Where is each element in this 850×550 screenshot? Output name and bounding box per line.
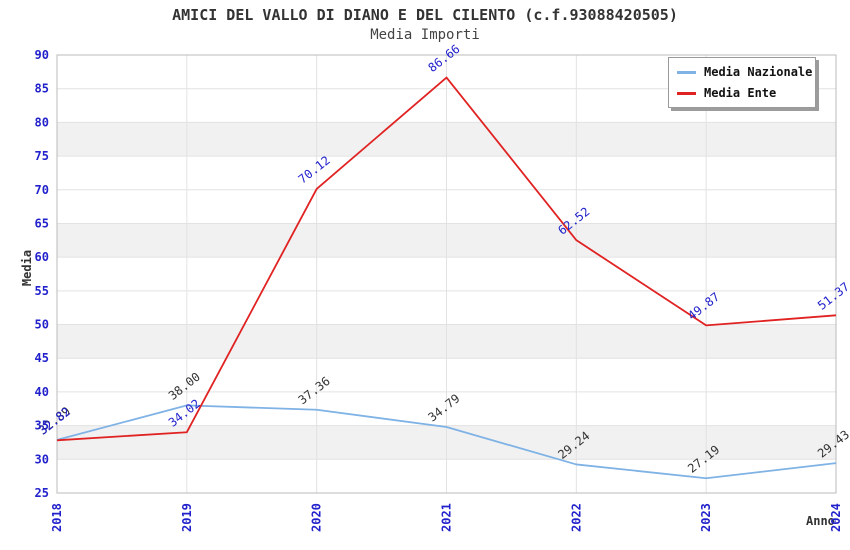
y-tick-label: 60 bbox=[35, 250, 49, 264]
point-value-label: 70.12 bbox=[296, 153, 333, 186]
x-tick-label: 2018 bbox=[50, 503, 64, 532]
x-tick-label: 2019 bbox=[180, 503, 194, 532]
y-tick-label: 25 bbox=[35, 486, 49, 500]
y-tick-label: 75 bbox=[35, 149, 49, 163]
series-line-media-nazionale bbox=[56, 404, 837, 480]
media-ente-line-swatch bbox=[677, 91, 696, 95]
chart-title: AMICI DEL VALLO DI DIANO E DEL CILENTO (… bbox=[172, 6, 678, 24]
chart-subtitle: Media Importi bbox=[370, 27, 480, 43]
series-line-media-ente bbox=[56, 76, 837, 442]
legend-label-media-nazionale: Media Nazionale bbox=[704, 65, 813, 79]
x-tick-label: 2020 bbox=[310, 503, 324, 532]
legend-item-media-ente: Media Ente bbox=[677, 86, 807, 100]
x-tick-label: 2023 bbox=[699, 503, 713, 532]
x-tick-label: 2024 bbox=[829, 503, 843, 532]
legend-label-media-ente: Media Ente bbox=[704, 86, 777, 100]
x-tick-label: 2021 bbox=[440, 503, 454, 532]
legend-item-media-nazionale: Media Nazionale bbox=[677, 65, 812, 79]
point-value-label: 34.79 bbox=[425, 391, 462, 424]
y-tick-label: 55 bbox=[35, 284, 49, 298]
x-tick-label: 2022 bbox=[569, 503, 583, 532]
y-tick-label: 30 bbox=[35, 452, 49, 466]
legend: Media Nazionale Media Ente bbox=[668, 57, 816, 108]
y-tick-label: 90 bbox=[35, 48, 49, 62]
x-axis-title: Anno bbox=[806, 514, 835, 528]
plot-border bbox=[56, 54, 837, 494]
point-value-label: 51.37 bbox=[815, 280, 850, 313]
y-tick-label: 80 bbox=[35, 115, 49, 129]
y-tick-label: 65 bbox=[35, 216, 49, 230]
y-tick-label: 40 bbox=[35, 385, 49, 399]
y-tick-label: 85 bbox=[35, 82, 49, 96]
y-tick-label: 35 bbox=[35, 419, 49, 433]
point-value-label: 49.87 bbox=[685, 290, 722, 323]
point-value-label: 86.66 bbox=[425, 42, 462, 75]
point-value-label: 37.36 bbox=[296, 374, 333, 407]
y-tick-label: 50 bbox=[35, 318, 49, 332]
media-nazionale-line-swatch bbox=[677, 70, 696, 74]
point-value-label: 38.00 bbox=[166, 370, 203, 403]
y-tick-label: 70 bbox=[35, 183, 49, 197]
y-tick-label: 45 bbox=[35, 351, 49, 365]
